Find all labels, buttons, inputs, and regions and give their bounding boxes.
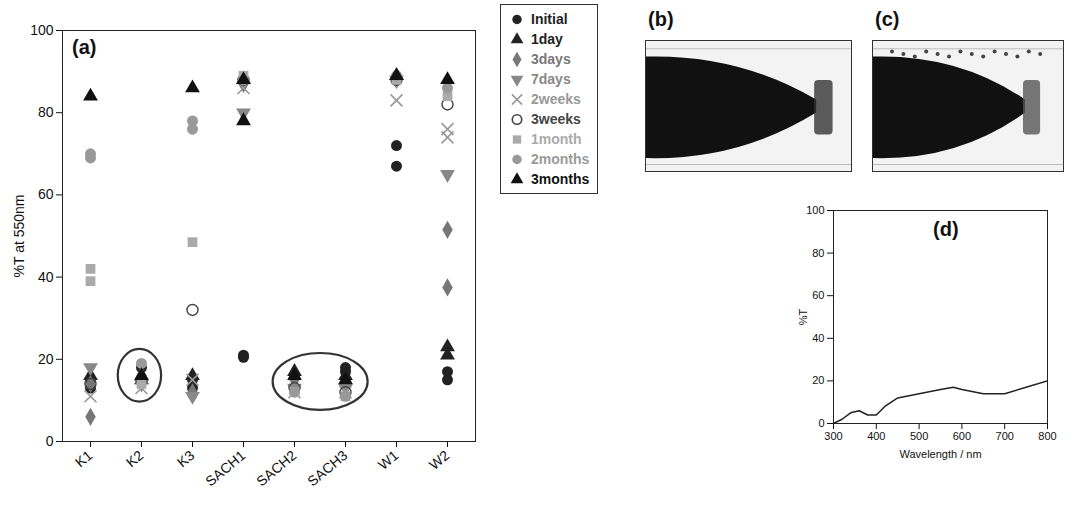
svg-text:40: 40 — [38, 269, 54, 285]
svg-text:20: 20 — [812, 374, 824, 386]
svg-text:100: 100 — [806, 204, 824, 216]
html-text:3days: 3days — [531, 51, 571, 67]
svg-text:60: 60 — [38, 186, 54, 202]
svg-text:80: 80 — [812, 247, 824, 259]
svg-text:SACH2: SACH2 — [253, 447, 299, 489]
html-text:Initial: Initial — [531, 11, 568, 27]
svg-text:60: 60 — [812, 289, 824, 301]
svg-text:%T at 550nm: %T at 550nm — [11, 194, 27, 277]
svg-text:SACH3: SACH3 — [304, 447, 350, 489]
html-text:1month: 1month — [531, 131, 582, 147]
html-text:3months: 3months — [531, 171, 590, 187]
svg-text:500: 500 — [910, 430, 928, 442]
svg-text:K1: K1 — [72, 447, 96, 470]
svg-text:%T: %T — [797, 308, 809, 325]
html-text:1day: 1day — [531, 31, 563, 47]
html-text:(b): (b) — [648, 8, 674, 30]
svg-text:K2: K2 — [123, 447, 147, 470]
svg-text:W1: W1 — [375, 447, 402, 473]
html-text:(a): (a) — [72, 36, 97, 58]
svg-text:SACH1: SACH1 — [202, 447, 248, 489]
svg-text:K3: K3 — [174, 447, 198, 470]
svg-text:W2: W2 — [426, 447, 453, 473]
html-text:7days: 7days — [531, 71, 571, 87]
svg-text:40: 40 — [812, 332, 824, 344]
html-text:(c): (c) — [875, 8, 900, 30]
html-text:(d): (d) — [933, 218, 959, 240]
html-text:3weeks: 3weeks — [531, 111, 581, 127]
html-text:2months: 2months — [531, 151, 590, 167]
svg-text:Wavelength / nm: Wavelength / nm — [899, 448, 981, 460]
html-text:2weeks: 2weeks — [531, 91, 581, 107]
svg-text:400: 400 — [867, 430, 885, 442]
svg-text:20: 20 — [38, 351, 54, 367]
svg-text:0: 0 — [818, 417, 824, 429]
svg-text:600: 600 — [953, 430, 971, 442]
svg-text:800: 800 — [1038, 430, 1056, 442]
svg-text:100: 100 — [30, 22, 54, 38]
svg-text:300: 300 — [824, 430, 842, 442]
svg-text:80: 80 — [38, 104, 54, 120]
svg-text:0: 0 — [46, 433, 54, 449]
svg-text:700: 700 — [996, 430, 1014, 442]
